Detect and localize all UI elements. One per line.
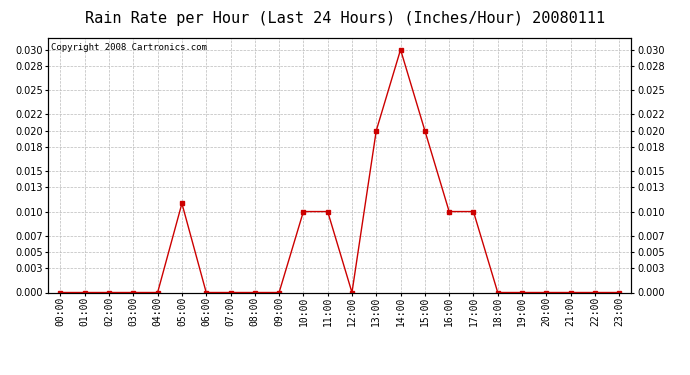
Text: Rain Rate per Hour (Last 24 Hours) (Inches/Hour) 20080111: Rain Rate per Hour (Last 24 Hours) (Inch… — [85, 11, 605, 26]
Text: Copyright 2008 Cartronics.com: Copyright 2008 Cartronics.com — [51, 43, 207, 52]
